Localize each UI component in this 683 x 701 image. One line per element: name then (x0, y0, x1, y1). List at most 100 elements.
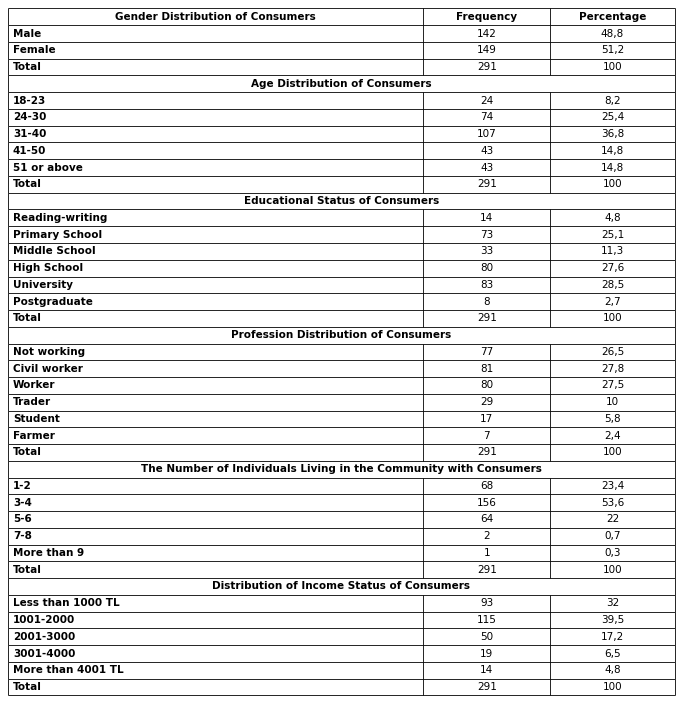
Text: 83: 83 (480, 280, 493, 290)
Text: Educational Status of Consumers: Educational Status of Consumers (244, 196, 439, 206)
Text: 28,5: 28,5 (601, 280, 624, 290)
Text: 8: 8 (484, 297, 490, 306)
Text: 74: 74 (480, 112, 493, 122)
Text: 29: 29 (480, 397, 493, 407)
Text: The Number of Individuals Living in the Community with Consumers: The Number of Individuals Living in the … (141, 464, 542, 474)
Text: 14,8: 14,8 (601, 163, 624, 172)
Text: 25,1: 25,1 (601, 230, 624, 240)
Text: 80: 80 (480, 381, 493, 390)
Text: 0,3: 0,3 (604, 548, 621, 558)
Text: 156: 156 (477, 498, 497, 508)
Text: 22: 22 (606, 515, 619, 524)
Text: 291: 291 (477, 565, 497, 575)
Text: More than 9: More than 9 (13, 548, 84, 558)
Text: 3-4: 3-4 (13, 498, 32, 508)
Text: 100: 100 (602, 62, 622, 72)
Text: Total: Total (13, 565, 42, 575)
Text: 2: 2 (484, 531, 490, 541)
Text: 1: 1 (484, 548, 490, 558)
Text: Male: Male (13, 29, 41, 39)
Text: 107: 107 (477, 129, 497, 139)
Text: 291: 291 (477, 179, 497, 189)
Text: 6,5: 6,5 (604, 648, 621, 658)
Text: 4,8: 4,8 (604, 665, 621, 675)
Text: 73: 73 (480, 230, 493, 240)
Text: 24: 24 (480, 95, 493, 106)
Text: 100: 100 (602, 565, 622, 575)
Text: 100: 100 (602, 682, 622, 692)
Text: 5-6: 5-6 (13, 515, 31, 524)
Text: 41-50: 41-50 (13, 146, 46, 156)
Text: 19: 19 (480, 648, 493, 658)
Text: 1001-2000: 1001-2000 (13, 615, 75, 625)
Text: Gender Distribution of Consumers: Gender Distribution of Consumers (115, 12, 316, 22)
Text: 100: 100 (602, 447, 622, 458)
Text: Percentage: Percentage (579, 12, 646, 22)
Text: 33: 33 (480, 246, 493, 257)
Text: 100: 100 (602, 313, 622, 323)
Text: Civil worker: Civil worker (13, 364, 83, 374)
Text: 23,4: 23,4 (601, 481, 624, 491)
Text: 7-8: 7-8 (13, 531, 32, 541)
Text: 11,3: 11,3 (601, 246, 624, 257)
Text: 2,4: 2,4 (604, 430, 621, 441)
Text: 5,8: 5,8 (604, 414, 621, 424)
Text: Farmer: Farmer (13, 430, 55, 441)
Text: 27,8: 27,8 (601, 364, 624, 374)
Text: Total: Total (13, 447, 42, 458)
Text: Total: Total (13, 179, 42, 189)
Text: 64: 64 (480, 515, 493, 524)
Text: 43: 43 (480, 163, 493, 172)
Text: Reading-writing: Reading-writing (13, 213, 107, 223)
Text: 48,8: 48,8 (601, 29, 624, 39)
Text: Distribution of Income Status of Consumers: Distribution of Income Status of Consume… (212, 582, 471, 592)
Text: Total: Total (13, 62, 42, 72)
Text: 8,2: 8,2 (604, 95, 621, 106)
Text: Worker: Worker (13, 381, 55, 390)
Text: High School: High School (13, 263, 83, 273)
Text: 14,8: 14,8 (601, 146, 624, 156)
Text: Total: Total (13, 313, 42, 323)
Text: 93: 93 (480, 598, 493, 608)
Text: Female: Female (13, 46, 55, 55)
Text: 51,2: 51,2 (601, 46, 624, 55)
Text: Age Distribution of Consumers: Age Distribution of Consumers (251, 79, 432, 89)
Text: 17: 17 (480, 414, 493, 424)
Text: Total: Total (13, 682, 42, 692)
Text: Not working: Not working (13, 347, 85, 357)
Text: 80: 80 (480, 263, 493, 273)
Text: Middle School: Middle School (13, 246, 96, 257)
Text: 27,6: 27,6 (601, 263, 624, 273)
Text: 68: 68 (480, 481, 493, 491)
Text: 53,6: 53,6 (601, 498, 624, 508)
Text: Postgraduate: Postgraduate (13, 297, 93, 306)
Text: 36,8: 36,8 (601, 129, 624, 139)
Text: 14: 14 (480, 213, 493, 223)
Text: 2,7: 2,7 (604, 297, 621, 306)
Text: Profession Distribution of Consumers: Profession Distribution of Consumers (232, 330, 451, 340)
Text: 115: 115 (477, 615, 497, 625)
Text: 18-23: 18-23 (13, 95, 46, 106)
Text: 291: 291 (477, 62, 497, 72)
Text: 142: 142 (477, 29, 497, 39)
Text: 291: 291 (477, 313, 497, 323)
Text: 1-2: 1-2 (13, 481, 31, 491)
Text: 27,5: 27,5 (601, 381, 624, 390)
Text: 291: 291 (477, 447, 497, 458)
Text: 3001-4000: 3001-4000 (13, 648, 75, 658)
Text: 0,7: 0,7 (604, 531, 621, 541)
Text: 14: 14 (480, 665, 493, 675)
Text: 291: 291 (477, 682, 497, 692)
Text: 31-40: 31-40 (13, 129, 46, 139)
Text: 32: 32 (606, 598, 619, 608)
Text: 50: 50 (480, 632, 493, 641)
Text: Trader: Trader (13, 397, 51, 407)
Text: 100: 100 (602, 179, 622, 189)
Text: 149: 149 (477, 46, 497, 55)
Text: Student: Student (13, 414, 60, 424)
Text: 24-30: 24-30 (13, 112, 46, 122)
Text: 51 or above: 51 or above (13, 163, 83, 172)
Text: University: University (13, 280, 73, 290)
Text: Primary School: Primary School (13, 230, 102, 240)
Text: 4,8: 4,8 (604, 213, 621, 223)
